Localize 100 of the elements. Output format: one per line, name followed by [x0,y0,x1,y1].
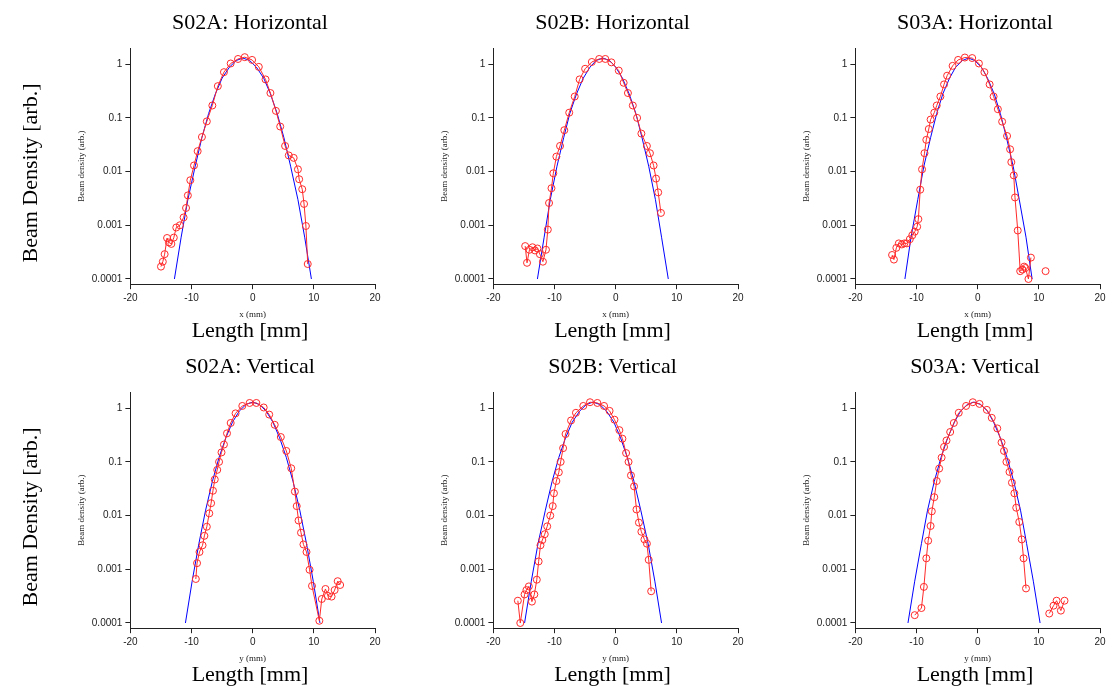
point [321,584,330,593]
point [182,203,191,212]
x-tick-label: -10 [184,635,200,647]
point [1017,535,1026,544]
y-tick-label: 0.1 [470,455,486,467]
point [892,243,901,252]
y-tick-label: 0.01 [465,165,486,177]
point [302,547,311,556]
point [614,426,623,435]
point [935,464,944,473]
x-tick-label: 20 [1094,635,1106,647]
x-tick-label: 10 [308,291,320,303]
point [555,141,564,150]
point [646,587,655,596]
point [259,403,268,412]
y-axis-title: Beam density (arb.) [75,130,86,202]
point [910,227,919,236]
point [298,185,307,194]
point [295,175,304,184]
x-tick-label: 0 [974,635,981,647]
point [1002,457,1011,466]
point [570,92,579,101]
point [538,257,547,266]
point [231,409,240,418]
point [1056,606,1065,615]
point [946,428,955,436]
point [927,507,936,516]
point [926,521,935,530]
point [930,108,939,117]
point [954,55,963,64]
point [202,522,211,531]
point [599,401,608,410]
point [200,531,209,540]
point [656,208,665,217]
point [287,464,296,473]
point [245,398,254,407]
point [924,125,933,134]
point [193,147,202,156]
point [529,590,538,599]
x-tick-label: 10 [1033,291,1045,303]
point [1015,517,1024,526]
point [330,586,339,595]
point [186,176,195,185]
point [301,222,310,230]
chart-title: S02A: Vertical [184,352,316,380]
x-tick-label: 0 [249,291,256,303]
point [527,597,536,606]
point [297,528,305,537]
point [323,591,332,600]
point [219,68,228,77]
point [926,115,935,124]
point [626,471,635,480]
point [614,66,623,75]
point [628,101,637,110]
point [282,446,291,455]
point [916,185,925,194]
y-tick-label: 1 [841,57,848,69]
x-tick-label: 10 [670,291,683,303]
x-tick-label: -10 [184,291,200,303]
point [252,398,261,407]
point [948,61,957,70]
point [942,436,951,445]
x-tick-label: 0 [612,291,619,303]
y-tick-label: 0.001 [97,563,123,575]
point [271,106,280,115]
point [308,581,317,590]
y-tick-label: 0.01 [465,509,486,521]
point [918,165,927,174]
point [167,239,176,248]
point [564,108,573,117]
point [982,405,991,414]
y-tick-label: 0.001 [822,219,848,231]
point [913,222,922,231]
point [183,191,192,200]
point [924,536,933,545]
point [289,153,298,162]
x-axis-title: y (mm) [964,652,992,663]
y-axis-title: Beam density (arb.) [438,130,449,202]
x-axis-title: x (mm) [601,308,629,319]
y-tick-label: 0.1 [108,111,123,123]
point [191,574,200,583]
point [261,75,270,84]
point [619,78,628,87]
point [1007,158,1016,167]
point [894,239,903,248]
x-tick-label: 20 [369,635,381,647]
point [636,527,645,536]
point [215,457,224,466]
point [315,616,324,625]
point [617,434,626,443]
point [219,440,228,449]
point [653,188,662,197]
point [158,257,167,266]
point [559,126,568,135]
y-tick-label: 0.0001 [816,616,848,628]
text: Length [mm] [915,317,1035,344]
point [642,539,651,548]
point [197,133,206,142]
point [940,80,949,89]
point [541,245,550,254]
